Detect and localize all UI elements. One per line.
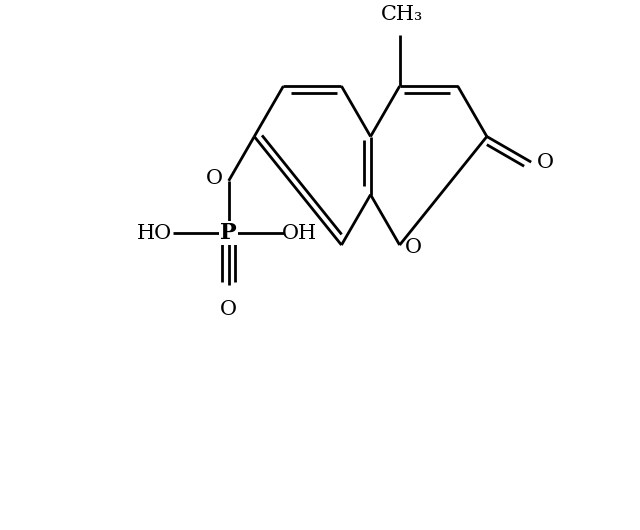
Text: O: O (405, 238, 422, 257)
Text: O: O (537, 153, 554, 172)
Text: CH₃: CH₃ (381, 5, 423, 24)
Text: O: O (220, 299, 237, 319)
Text: O: O (206, 169, 223, 188)
Text: OH: OH (282, 224, 317, 243)
Text: HO: HO (137, 224, 172, 243)
Text: P: P (220, 222, 237, 244)
